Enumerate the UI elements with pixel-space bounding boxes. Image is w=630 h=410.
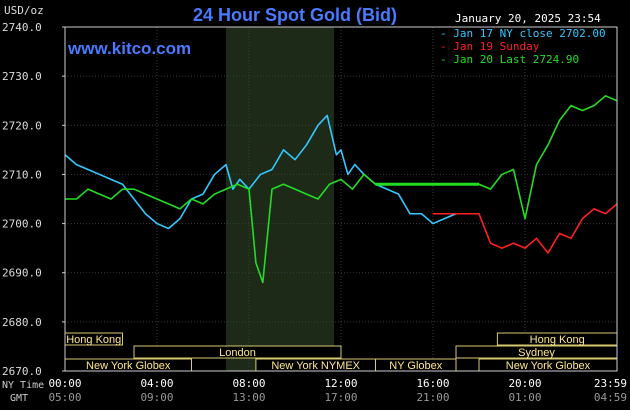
- chart-title: 24 Hour Spot Gold (Bid): [193, 5, 397, 25]
- gmt-time-tick: 04:59: [594, 391, 627, 404]
- legend-item-last: - Jan 20 Last 2724.90: [440, 53, 579, 66]
- y-tick-label: 2700.0: [2, 218, 42, 231]
- unit-label: USD/oz: [4, 4, 44, 17]
- ny-time-tick: 08:00: [232, 377, 265, 390]
- gmt-time-tick: 05:00: [48, 391, 81, 404]
- y-tick-label: 2690.0: [2, 267, 42, 280]
- gmt-time-tick: 21:00: [416, 391, 449, 404]
- ny-time-tick: 20:00: [508, 377, 541, 390]
- session-label: London: [219, 347, 256, 359]
- ny-time-tick: 00:00: [48, 377, 81, 390]
- ny-time-tick: 16:00: [416, 377, 449, 390]
- session-label: New York Globex: [506, 360, 591, 372]
- session-label: NY Globex: [389, 360, 442, 372]
- ny-time-tick: 23:59: [594, 377, 627, 390]
- gmt-label: GMT: [10, 393, 28, 404]
- y-tick-label: 2710.0: [2, 168, 42, 181]
- legend-item-ny-close: - Jan 17 NY close 2702.00: [440, 27, 606, 40]
- price-series: [64, 95, 618, 284]
- y-tick-label: 2680.0: [2, 316, 42, 329]
- session-label: Hong Kong: [66, 334, 121, 346]
- plot-frame: [64, 26, 618, 372]
- site-link[interactable]: www.kitco.com: [67, 39, 191, 58]
- session-box: [133, 345, 342, 359]
- series-line-2: [65, 95, 618, 284]
- timestamp: January 20, 2025 23:54: [455, 12, 601, 25]
- gmt-time-tick: 01:00: [508, 391, 541, 404]
- session-label: New York NYMEX: [271, 360, 360, 372]
- ny-time-tick: 12:00: [324, 377, 357, 390]
- gmt-time-tick: 17:00: [324, 391, 357, 404]
- y-tick-label: 2740.0: [2, 21, 42, 34]
- session-label: Hong Kong: [530, 334, 585, 346]
- series-line-0: [64, 114, 457, 230]
- y-axis-ticks: 2740.0 2730.0 2720.0 2710.0 2700.0 2690.0 2680…: [2, 21, 65, 378]
- y-tick-label: 2670.0: [2, 365, 42, 378]
- series-line-1: [433, 203, 618, 254]
- ny-time-label: NY Time: [2, 380, 44, 391]
- legend-item-sunday: - Jan 19 Sunday: [440, 40, 540, 53]
- gmt-time-tick: 09:00: [140, 391, 173, 404]
- session-label: Sydney: [518, 347, 555, 359]
- y-tick-label: 2730.0: [2, 70, 42, 83]
- y-tick-label: 2720.0: [2, 119, 42, 132]
- session-label: New York Globex: [86, 360, 171, 372]
- ny-time-tick: 04:00: [140, 377, 173, 390]
- gmt-time-tick: 13:00: [232, 391, 265, 404]
